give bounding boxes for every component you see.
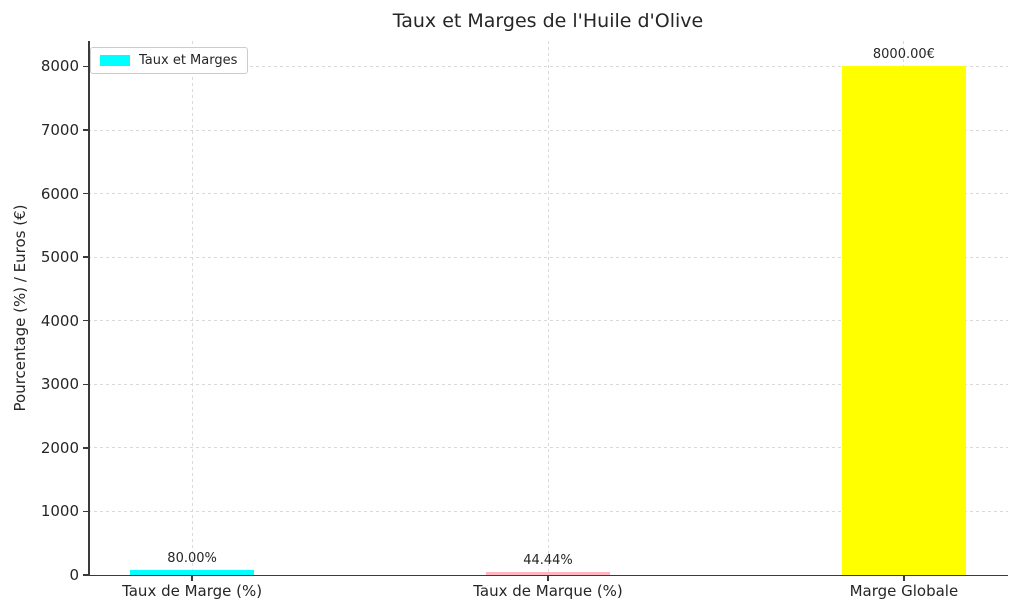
y-tick-mark [83,129,88,131]
bar-1 [129,569,255,575]
y-tick-label: 3000 [40,375,79,394]
chart-title: Taux et Marges de l'Huile d'Olive [392,10,704,32]
y-tick-label: 4000 [40,311,79,330]
x-tick-mark [191,576,193,581]
gridline-vertical [191,41,193,575]
bar-value-label: 80.00% [167,550,217,566]
y-tick-label: 7000 [40,121,79,139]
legend-swatch-icon [100,55,130,66]
x-tick-label: Marge Globale [849,582,959,600]
legend-label: Taux et Marges [139,53,238,68]
x-tick-label: Taux de Marque (%) [473,582,623,600]
x-axis-spine [88,574,1008,576]
y-tick-mark [83,192,88,195]
x-tick-mark [547,576,549,581]
x-tick-mark [903,576,905,581]
bar-3 [841,66,967,575]
y-tick-mark [83,383,88,386]
bar-value-label: 8000.00€ [872,47,935,63]
y-tick-label: 6000 [40,184,79,203]
y-tick-mark [83,256,88,258]
y-tick-mark [83,574,88,576]
y-tick-mark [83,65,88,68]
y-tick-mark [83,319,88,322]
y-tick-mark [83,510,88,513]
y-tick-label: 2000 [40,438,79,457]
y-tick-label: 1000 [40,502,79,521]
bar-value-label: 44.44% [523,553,573,569]
y-tick-mark [83,447,88,449]
y-axis-label: Pourcentage (%) / Euros (€) [11,204,29,412]
legend: Taux et Marges [90,47,249,74]
y-tick-label: 8000 [40,57,79,76]
gridline-vertical [547,41,549,575]
x-tick-label: Taux de Marge (%) [122,582,263,600]
bar-2 [485,572,611,575]
y-tick-label: 0 [69,566,79,584]
y-tick-label: 5000 [40,248,79,267]
y-axis-spine [88,41,90,575]
